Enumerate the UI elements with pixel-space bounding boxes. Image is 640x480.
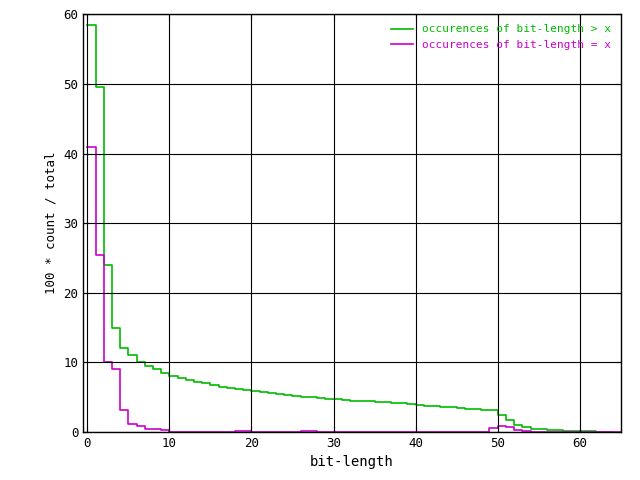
X-axis label: bit-length: bit-length: [310, 456, 394, 469]
occurences of bit-length > x: [207, 382, 214, 387]
occurences of bit-length > x: [239, 387, 247, 393]
Legend: occurences of bit-length > x, occurences of bit-length = x: occurences of bit-length > x, occurences…: [387, 20, 615, 54]
occurences of bit-length > x: [83, 22, 91, 28]
occurences of bit-length = x: [256, 429, 264, 435]
occurences of bit-length > x: [355, 398, 362, 404]
Line: occurences of bit-length = x: occurences of bit-length = x: [87, 147, 621, 432]
occurences of bit-length > x: [535, 426, 543, 432]
occurences of bit-length > x: [609, 429, 616, 435]
occurences of bit-length = x: [584, 429, 592, 435]
occurences of bit-length > x: [593, 429, 600, 434]
Y-axis label: 100 * count / total: 100 * count / total: [45, 152, 58, 294]
occurences of bit-length > x: [305, 395, 313, 400]
Line: occurences of bit-length > x: occurences of bit-length > x: [87, 25, 612, 432]
occurences of bit-length = x: [510, 427, 518, 433]
occurences of bit-length = x: [223, 429, 230, 435]
occurences of bit-length = x: [617, 429, 625, 435]
occurences of bit-length = x: [83, 144, 91, 150]
occurences of bit-length = x: [321, 429, 329, 435]
occurences of bit-length = x: [125, 421, 132, 427]
occurences of bit-length = x: [166, 429, 173, 435]
